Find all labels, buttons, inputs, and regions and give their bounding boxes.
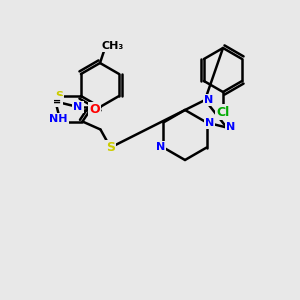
Text: N: N (204, 95, 214, 105)
Text: Cl: Cl (216, 106, 230, 118)
Text: N: N (156, 142, 165, 152)
Text: N: N (226, 122, 235, 133)
Text: CH₃: CH₃ (102, 41, 124, 51)
Text: NH: NH (49, 115, 68, 124)
Text: S: S (55, 91, 63, 101)
Text: N: N (205, 118, 214, 128)
Text: S: S (106, 141, 115, 154)
Text: O: O (89, 103, 100, 116)
Text: N: N (74, 102, 82, 112)
Text: =: = (53, 97, 62, 106)
